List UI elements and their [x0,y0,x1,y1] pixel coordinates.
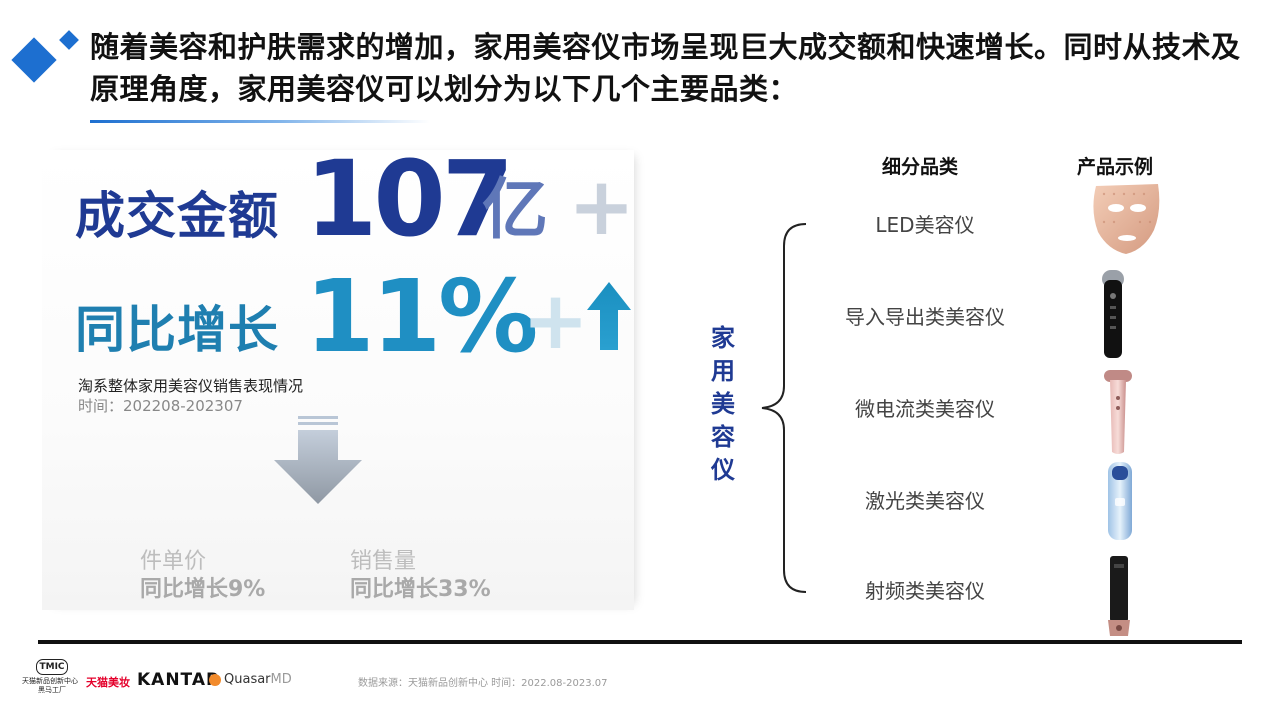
quasar-logo-md: MD [270,672,292,687]
microcurrent-device-product-image [1104,370,1132,454]
logo-diamond-large-icon [11,37,57,83]
gmv-label: 成交金额 [75,187,279,245]
category-led: LED美容仪 [875,213,975,237]
sales-volume-label: 销售量 [350,549,417,574]
quasar-logo-icon [209,674,221,686]
group-label-text: 家用美容仪 [711,324,735,484]
quasar-logo: QuasarMD [224,672,292,687]
sales-description: 淘系整体家用美容仪销售表现情况 [78,377,304,395]
group-label-vertical: 家用美容仪 [706,322,740,487]
yoy-label: 同比增长 [75,301,279,359]
growth-up-arrow-icon [587,282,631,350]
tmic-name: 天猫新品创新中心 [22,677,78,685]
unit-price-growth: 同比增长9% [140,577,266,602]
category-radiofrequency: 射频类美容仪 [865,579,985,603]
tmic-logo: TMIC [36,659,68,675]
ion-device-product-image [1102,270,1124,358]
quasar-logo-text: Quasar [224,672,271,687]
laser-device-product-image [1108,462,1132,540]
down-arrow-icon [274,416,362,504]
bottom-divider [38,640,1242,644]
data-source-note: 数据来源：天猫新品创新中心 时间：2022.08-2023.07 [358,678,608,689]
gmv-plus-icon: + [568,160,636,253]
yoy-value: 11% [305,258,538,375]
unit-price-label: 件单价 [140,549,207,574]
title-underline [90,120,430,123]
sales-volume-growth: 同比增长33% [350,577,491,602]
category-iontophoresis: 导入导出类美容仪 [845,305,1005,329]
example-column-header: 产品示例 [1077,156,1154,178]
category-microcurrent: 微电流类美容仪 [855,397,995,421]
category-laser: 激光类美容仪 [865,489,985,513]
yoy-plus-icon: + [522,274,590,367]
led-mask-product-image [1093,184,1160,254]
tmall-beauty-logo: 天猫美妆 [86,676,130,689]
sales-time-range: 时间：202208-202307 [78,397,243,415]
logo-diamond-small-icon [59,30,79,50]
kantar-logo: KANTAR [137,670,221,690]
rf-device-product-image [1108,556,1130,636]
kpi-panel [42,150,634,610]
page-title: 随着美容和护肤需求的增加，家用美容仪市场呈现巨大成交额和快速增长。同时从技术及原… [90,30,1241,106]
category-bracket [761,223,807,593]
subcategory-column-header: 细分品类 [882,156,959,178]
gmv-unit: 亿 [482,171,548,248]
gmv-value: 107 [305,138,514,260]
tmic-subname: 黑马工厂 [38,686,66,694]
